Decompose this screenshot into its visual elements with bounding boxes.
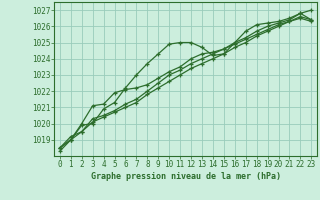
X-axis label: Graphe pression niveau de la mer (hPa): Graphe pression niveau de la mer (hPa): [91, 172, 281, 181]
